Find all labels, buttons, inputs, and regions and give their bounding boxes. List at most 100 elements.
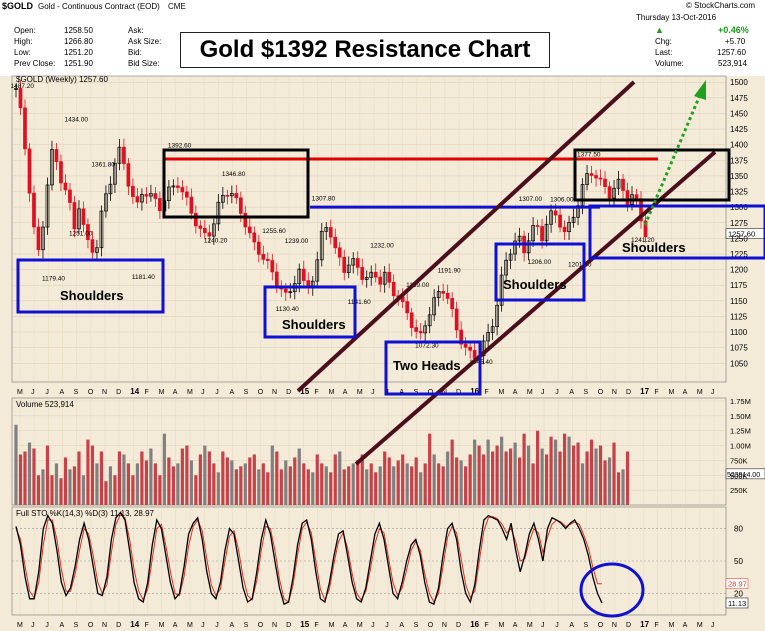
candle-body	[243, 213, 248, 228]
price-annotation: 1346.80	[222, 171, 246, 178]
x-tick-label: F	[484, 622, 488, 629]
price-tick-label: 1200	[730, 266, 748, 275]
candle-body	[513, 240, 517, 255]
candle-body	[283, 288, 288, 293]
volume-bar	[500, 436, 504, 505]
price-annotation: 1169.00	[406, 282, 429, 289]
x-tick-label: J	[215, 622, 219, 629]
x-tick-label: A	[683, 389, 688, 396]
candle-body	[18, 88, 23, 109]
volume-bar	[135, 463, 140, 505]
volume-bar	[32, 448, 36, 505]
candle-body	[364, 277, 369, 280]
x-tick-label: D	[286, 389, 291, 396]
volume-bar	[446, 451, 450, 505]
volume-bar	[509, 448, 513, 505]
price-annotation: 1232.00	[370, 243, 394, 250]
volume-bar	[495, 445, 499, 505]
candle-body	[194, 212, 198, 227]
volume-bar	[180, 448, 184, 505]
price-tick-label: 1350	[730, 172, 748, 181]
x-tick-label: F	[314, 389, 318, 396]
stochastic-tick-label: 50	[734, 557, 743, 566]
up-arrow-icon: ▲	[655, 25, 664, 35]
candle-body	[549, 210, 553, 225]
volume-bar	[396, 460, 400, 505]
volume-bar	[243, 463, 247, 505]
volume-layer: 523914.00	[14, 424, 765, 505]
volume-label: Volume:	[655, 59, 684, 68]
volume-bar	[625, 451, 630, 505]
candle-body	[113, 162, 117, 185]
x-tick-label: J	[45, 389, 49, 396]
price-annotation: 1179.40	[42, 275, 65, 282]
volume-bar	[113, 475, 117, 505]
volume-bar	[455, 457, 459, 505]
last-value: 1257.60	[717, 48, 746, 57]
x-tick-label: N	[272, 622, 277, 629]
volume-bar	[383, 451, 387, 505]
volume-bar	[311, 472, 315, 505]
price-annotation: 1181.40	[132, 274, 155, 281]
candle-body	[337, 247, 342, 258]
pattern-box	[384, 340, 482, 396]
candle-body	[459, 329, 463, 345]
volume-bar	[90, 445, 95, 505]
x-tick-label: J	[31, 389, 35, 396]
price-annotation: 1206.00	[528, 259, 552, 266]
x-tick-label: M	[669, 622, 675, 629]
volume-bar	[482, 454, 486, 505]
candle-body	[216, 201, 221, 225]
x-tick-label: S	[244, 622, 249, 629]
x-tick-label: 15	[300, 387, 309, 396]
volume-bar	[131, 475, 135, 505]
volume-bar	[504, 451, 508, 505]
price-annotation: 1130.40	[276, 306, 299, 313]
candle-body	[229, 193, 234, 197]
stochastic-tick-label: 20	[734, 589, 743, 598]
volume-bar	[531, 463, 535, 505]
price-annotation: 1361.80	[91, 162, 115, 169]
candle-body	[643, 220, 648, 238]
candle-body	[189, 196, 194, 214]
volume-tick-label: 1.75M	[730, 397, 751, 406]
candle-body	[270, 260, 275, 273]
price-tick-label: 1325	[730, 188, 748, 197]
candle-body	[126, 163, 131, 187]
x-tick-label: S	[244, 389, 249, 396]
volume-bar	[585, 451, 589, 505]
volume-bar	[423, 463, 427, 505]
volume-bar	[167, 457, 171, 505]
volume-bar	[491, 451, 495, 505]
volume-bar	[158, 475, 162, 505]
x-tick-label: S	[414, 622, 419, 629]
candle-body	[450, 298, 455, 310]
volume-bar	[360, 454, 364, 505]
volume-bar	[464, 466, 468, 505]
candle-body	[382, 271, 387, 285]
volume-bar	[45, 445, 50, 505]
candle-body	[122, 146, 126, 164]
ask-size-label: Ask Size:	[128, 37, 162, 46]
price-tick-label: 1400	[730, 141, 748, 150]
volume-value: 523,914	[718, 59, 747, 68]
candle-body	[297, 268, 302, 284]
volume-bar	[594, 448, 598, 505]
candle-body	[369, 271, 374, 278]
volume-bar	[162, 433, 166, 505]
x-tick-label: M	[499, 622, 505, 629]
sto-d-tag	[725, 578, 749, 589]
symbol-label: $GOLD	[2, 1, 34, 11]
low-label: Low:	[14, 48, 31, 57]
volume-tick-label: 1.00M	[730, 442, 751, 451]
sto-k-tag	[725, 597, 749, 609]
x-tick-label: M	[159, 622, 165, 629]
price-annotation: 1240.20	[204, 237, 228, 244]
price-tick-label: 1375	[730, 156, 748, 165]
volume-bar	[14, 424, 18, 505]
volume-bar	[239, 466, 243, 505]
volume-bar	[207, 451, 211, 505]
candle-body	[247, 226, 252, 234]
volume-bar	[342, 469, 346, 505]
pattern-box	[263, 285, 357, 339]
